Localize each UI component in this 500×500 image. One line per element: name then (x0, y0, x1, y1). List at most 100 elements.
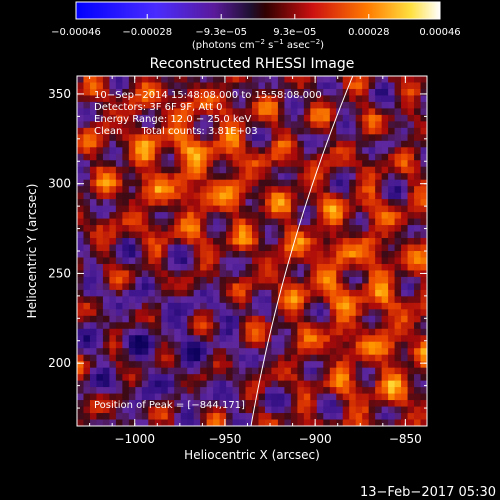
heatmap-cell (206, 192, 214, 200)
heatmap-cell (388, 263, 396, 272)
heatmap-cell (407, 244, 415, 252)
heatmap-cell (258, 406, 266, 414)
heatmap-cell (135, 134, 143, 142)
heatmap-cell (83, 361, 91, 369)
heatmap-cell (148, 166, 156, 174)
heatmap-cell (271, 212, 279, 220)
heatmap-cell (414, 263, 422, 272)
heatmap-cell (381, 309, 389, 317)
colorbar-tick-label: −0.00046 (51, 27, 101, 38)
heatmap-cell (77, 400, 85, 408)
heatmap-cell (284, 361, 292, 369)
heatmap-cell (394, 367, 402, 375)
heatmap-cell (303, 108, 311, 116)
heatmap-cell (290, 166, 298, 174)
heatmap-cell (264, 88, 273, 97)
heatmap-cell (388, 367, 396, 375)
heatmap-cell (115, 127, 123, 135)
heatmap-cell (219, 322, 227, 330)
heatmap-cell (89, 387, 98, 395)
heatmap-cell (368, 341, 376, 349)
heatmap-cell (167, 88, 175, 97)
heatmap-cell (135, 341, 143, 349)
heatmap-cell (258, 134, 266, 142)
heatmap-cell (83, 367, 91, 375)
heatmap-cell (213, 179, 221, 187)
heatmap-cell (316, 289, 324, 297)
heatmap-cell (200, 244, 208, 252)
heatmap-cell (193, 380, 201, 388)
heatmap-cell (122, 289, 130, 297)
heatmap-cell (342, 205, 350, 213)
heatmap-cell (193, 212, 201, 220)
heatmap-cell (407, 276, 415, 285)
heatmap-cell (180, 192, 188, 200)
heatmap-cell (310, 361, 318, 369)
heatmap-cell (290, 101, 298, 110)
heatmap-cell (316, 238, 324, 246)
heatmap-cell (109, 354, 117, 362)
heatmap-cell (284, 212, 292, 220)
heatmap-cell (239, 108, 247, 116)
heatmap-cell (180, 134, 188, 142)
heatmap-cell (277, 302, 286, 310)
heatmap-cell (135, 244, 143, 252)
heatmap-cell (362, 361, 370, 369)
heatmap-cell (148, 283, 156, 291)
heatmap-image (77, 76, 427, 426)
heatmap-cell (154, 276, 162, 285)
heatmap-cell (336, 315, 344, 323)
heatmap-cell (277, 380, 286, 388)
heatmap-cell (277, 296, 286, 304)
heatmap-cell (109, 328, 117, 336)
heatmap-cell (174, 244, 182, 252)
heatmap-cell (128, 160, 136, 168)
heatmap-cell (193, 192, 201, 200)
heatmap-cell (77, 263, 85, 272)
heatmap-cell (303, 134, 311, 142)
heatmap-cell (187, 289, 195, 297)
heatmap-cell (232, 108, 240, 116)
heatmap-cell (109, 173, 117, 181)
heatmap-cell (232, 218, 240, 226)
heatmap-cell (342, 322, 350, 330)
heatmap-cell (148, 348, 156, 356)
heatmap-cell (297, 348, 305, 356)
heatmap-cell (161, 82, 169, 90)
heatmap-cell (154, 302, 162, 310)
heatmap-cell (375, 400, 383, 408)
heatmap-cell (200, 361, 208, 369)
heatmap-cell (187, 108, 195, 116)
heatmap-cell (245, 270, 253, 278)
heatmap-cell (141, 400, 149, 408)
heatmap-cell (375, 406, 383, 414)
heatmap-cell (329, 400, 337, 408)
heatmap-cell (401, 140, 409, 148)
heatmap-cell (394, 419, 402, 426)
heatmap-cell (420, 153, 427, 161)
heatmap-cell (213, 199, 221, 207)
heatmap-cell (381, 354, 389, 362)
heatmap-cell (96, 393, 104, 401)
heatmap-cell (226, 231, 234, 239)
heatmap-cell (167, 134, 175, 142)
heatmap-cell (239, 374, 247, 382)
heatmap-cell (245, 354, 253, 362)
heatmap-cell (180, 108, 188, 116)
heatmap-cell (115, 406, 123, 414)
heatmap-cell (349, 251, 357, 259)
heatmap-cell (109, 374, 117, 382)
heatmap-cell (277, 257, 286, 265)
heatmap-cell (284, 335, 292, 343)
heatmap-cell (323, 82, 331, 90)
heatmap-cell (381, 114, 389, 122)
heatmap-cell (277, 341, 286, 349)
heatmap-cell (414, 199, 422, 207)
heatmap-cell (135, 328, 143, 336)
heatmap-cell (368, 199, 376, 207)
heatmap-cell (102, 419, 111, 426)
heatmap-cell (271, 238, 279, 246)
heatmap-cell (83, 380, 91, 388)
heatmap-cell (239, 400, 247, 408)
heatmap-cell (115, 140, 123, 148)
